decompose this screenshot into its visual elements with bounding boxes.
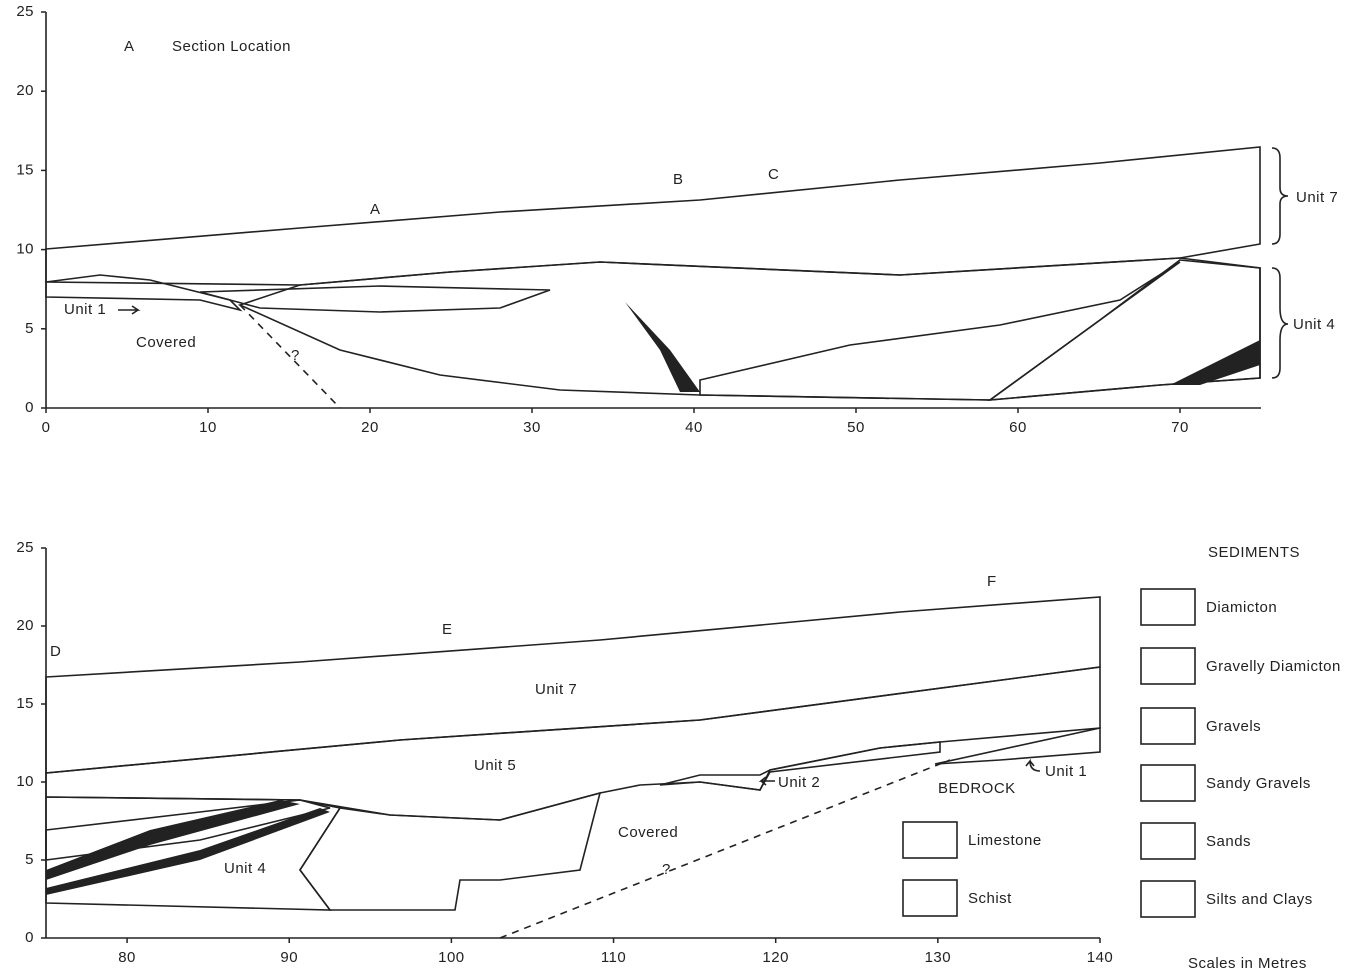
x-tick-label: 100 <box>438 949 465 966</box>
y-tick-label: 0 <box>25 399 34 416</box>
brace-unit7 <box>1272 148 1288 244</box>
unit-label: Unit 4 <box>1293 316 1335 333</box>
x-tick-label: 20 <box>361 419 379 436</box>
covered-boundary <box>500 760 950 938</box>
scale-note: Scales in Metres <box>1188 955 1307 972</box>
x-tick-label: 80 <box>118 949 136 966</box>
unit-label: Unit 1 <box>64 301 106 318</box>
y-tick-label: 15 <box>16 161 34 178</box>
legend-swatch <box>903 880 957 916</box>
location-label: B <box>673 171 684 188</box>
legend-label: Schist <box>968 890 1012 907</box>
location-label: D <box>50 643 61 660</box>
y-tick-label: 10 <box>16 241 34 258</box>
fault-wedge <box>625 302 700 392</box>
legend-swatch <box>1141 765 1195 801</box>
location-key: A <box>124 38 135 55</box>
legend-label: Diamicton <box>1206 599 1277 616</box>
covered-label: Covered <box>136 334 196 351</box>
unit-label: Unit 2 <box>778 774 820 791</box>
x-tick-label: 130 <box>925 949 952 966</box>
covered-label: Covered <box>618 824 678 841</box>
section-diagram: A Section Location A B C Unit 7 Unit 4 U… <box>0 0 1372 972</box>
x-tick-label: 110 <box>601 949 626 966</box>
x-tick-label: 70 <box>1171 419 1189 436</box>
unit-label: Unit 7 <box>1296 189 1338 206</box>
gravels-body <box>300 793 600 910</box>
y-tick-label: 25 <box>16 539 34 556</box>
x-tick-label: 50 <box>847 419 865 436</box>
x-tick-label: 60 <box>1009 419 1027 436</box>
x-tick-label: 90 <box>280 949 298 966</box>
legend-label: Silts and Clays <box>1206 891 1313 908</box>
question-mark: ? <box>662 861 671 878</box>
silts-lens <box>46 808 330 895</box>
y-tick-label: 0 <box>25 929 34 946</box>
x-tick-label: 140 <box>1087 949 1114 966</box>
top-section: A Section Location A B C Unit 7 Unit 4 U… <box>46 12 1338 408</box>
legend: SEDIMENTS Diamicton Gravelly Diamicton G… <box>903 544 1341 972</box>
legend-title: SEDIMENTS <box>1208 544 1300 561</box>
legend-label: Gravelly Diamicton <box>1206 658 1341 675</box>
x-tick-label: 40 <box>685 419 703 436</box>
y-tick-label: 25 <box>16 3 34 20</box>
unit4-sands <box>990 260 1260 400</box>
legend-swatch <box>1141 648 1195 684</box>
unit-label: Unit 4 <box>224 860 266 877</box>
sandy-gravels <box>700 262 1180 400</box>
location-label: E <box>442 621 453 638</box>
y-tick-label: 20 <box>16 617 34 634</box>
legend-label: Limestone <box>968 832 1042 849</box>
legend-swatch <box>1141 881 1195 917</box>
location-key-text: Section Location <box>172 38 291 55</box>
legend-label: Gravels <box>1206 718 1261 735</box>
legend-swatch <box>903 822 957 858</box>
location-label: C <box>768 166 779 183</box>
legend-swatch <box>1141 823 1195 859</box>
x-tick-label: 120 <box>762 949 789 966</box>
y-tick-label: 15 <box>16 695 34 712</box>
brace-unit4 <box>1272 268 1288 378</box>
x-tick-label: 30 <box>523 419 541 436</box>
y-tick-label: 5 <box>25 320 34 337</box>
unit-label: Unit 7 <box>535 681 577 698</box>
gravel-lens <box>200 286 550 312</box>
x-tick-label: 10 <box>199 419 217 436</box>
legend-swatch <box>1141 589 1195 625</box>
unit1-arrow <box>1026 761 1040 771</box>
location-label: F <box>987 573 997 590</box>
y-tick-label: 20 <box>16 82 34 99</box>
location-label: A <box>370 201 381 218</box>
legend-label: Sandy Gravels <box>1206 775 1311 792</box>
bedrock-label: BEDROCK <box>938 780 1016 797</box>
covered-boundary <box>240 305 340 408</box>
unit4-gravelly-diamicton <box>240 258 1260 400</box>
y-tick-label: 10 <box>16 773 34 790</box>
legend-label: Sands <box>1206 833 1251 850</box>
unit-label: Unit 5 <box>474 757 516 774</box>
question-mark: ? <box>291 347 300 364</box>
y-tick-label: 5 <box>25 851 34 868</box>
x-tick-label: 0 <box>42 419 51 436</box>
legend-swatch <box>1141 708 1195 744</box>
unit1-arrow <box>118 306 138 314</box>
bedrock-schist <box>935 728 1100 764</box>
unit-label: Unit 1 <box>1045 763 1087 780</box>
